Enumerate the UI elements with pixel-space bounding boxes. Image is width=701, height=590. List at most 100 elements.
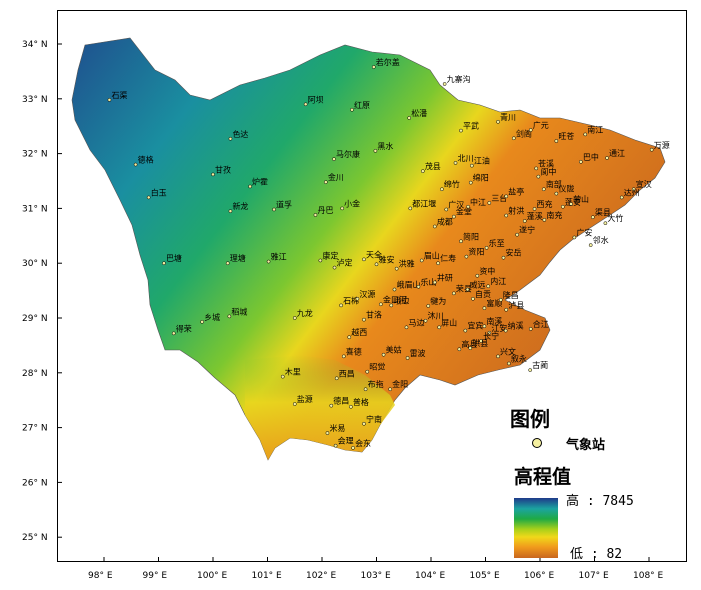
weather-station[interactable]: 纳溪	[503, 321, 524, 333]
weather-station[interactable]: 甘洛	[362, 310, 382, 322]
weather-station[interactable]: 荣县	[452, 283, 472, 296]
weather-station[interactable]: 剑阁	[511, 128, 532, 141]
weather-station[interactable]: 丹巴	[313, 206, 334, 217]
weather-station[interactable]: 叙永	[507, 353, 527, 366]
weather-station[interactable]: 道孚	[272, 199, 292, 212]
weather-station[interactable]: 旺苍	[554, 131, 575, 143]
weather-station[interactable]: 隆昌	[498, 290, 519, 302]
weather-station[interactable]: 仪陇	[554, 184, 575, 196]
weather-station[interactable]: 喜德	[341, 346, 362, 359]
weather-station[interactable]: 松潘	[407, 108, 428, 120]
weather-station[interactable]: 江安	[487, 323, 508, 335]
weather-station[interactable]: 安岳	[501, 248, 522, 260]
weather-station[interactable]: 中江	[466, 197, 486, 209]
weather-station[interactable]: 犍为	[426, 296, 447, 308]
weather-station[interactable]: 雷波	[405, 348, 426, 360]
weather-station[interactable]: 石渠	[107, 90, 128, 102]
weather-station[interactable]: 金堂	[452, 207, 472, 219]
weather-station[interactable]: 汉源	[355, 290, 376, 301]
weather-station[interactable]: 宣汉	[631, 179, 652, 192]
weather-station[interactable]: 盐亭	[504, 186, 525, 199]
weather-station[interactable]: 广汉	[444, 199, 465, 212]
weather-station[interactable]: 色达	[228, 129, 249, 141]
weather-station[interactable]: 雅安	[374, 254, 395, 267]
weather-station[interactable]: 宜宾	[463, 321, 484, 333]
weather-station[interactable]: 高县	[457, 339, 478, 352]
weather-station[interactable]: 眉山	[419, 250, 440, 263]
weather-station[interactable]: 金川	[323, 172, 344, 184]
weather-station[interactable]: 会理	[333, 436, 354, 448]
weather-station[interactable]: 美姑	[381, 345, 402, 357]
weather-station[interactable]: 南部	[541, 179, 562, 192]
weather-station[interactable]: 德格	[133, 155, 154, 167]
weather-station[interactable]: 乐山	[416, 277, 437, 289]
weather-station[interactable]: 金阳	[388, 379, 409, 392]
weather-station[interactable]: 新龙	[228, 201, 249, 213]
weather-station[interactable]: 内江	[486, 276, 507, 289]
weather-station[interactable]: 通江	[605, 148, 625, 160]
weather-station[interactable]: 金口河	[379, 294, 407, 307]
weather-station[interactable]: 普格	[349, 397, 369, 409]
weather-station[interactable]: 石棉	[339, 295, 359, 308]
weather-station[interactable]: 炉霍	[248, 176, 268, 189]
weather-station[interactable]: 泸县	[504, 300, 525, 312]
weather-station[interactable]: 峨边	[389, 295, 410, 308]
weather-station[interactable]: 合江	[528, 319, 549, 331]
weather-station[interactable]: 茂县	[420, 161, 441, 173]
weather-station[interactable]: 江油	[470, 156, 490, 168]
weather-station[interactable]: 得荣	[171, 323, 192, 336]
weather-station[interactable]: 红原	[350, 100, 370, 112]
weather-station[interactable]: 雅江	[266, 252, 287, 264]
weather-station[interactable]: 邻水	[588, 235, 609, 247]
weather-station[interactable]: 洪雅	[394, 259, 415, 271]
weather-station[interactable]: 会东	[351, 438, 371, 450]
weather-station[interactable]: 成都	[432, 216, 453, 229]
weather-station[interactable]: 大竹	[603, 213, 624, 226]
weather-station[interactable]: 营山	[569, 194, 589, 206]
weather-station[interactable]: 万源	[649, 141, 670, 152]
weather-station[interactable]: 苍溪	[534, 158, 555, 171]
weather-station[interactable]: 西昌	[334, 369, 355, 381]
weather-station[interactable]: 天全	[362, 249, 382, 262]
weather-station[interactable]: 仁寿	[436, 253, 456, 266]
weather-station[interactable]: 西充	[532, 199, 553, 211]
weather-station[interactable]: 北川	[453, 154, 474, 165]
weather-station[interactable]: 资阳	[464, 247, 485, 259]
weather-station[interactable]: 兴文	[496, 346, 516, 359]
weather-station[interactable]: 南江	[583, 124, 604, 137]
weather-station[interactable]: 甘孜	[211, 164, 231, 177]
weather-station[interactable]: 广元	[528, 120, 549, 132]
weather-station[interactable]: 长宁	[479, 331, 500, 343]
weather-station[interactable]: 广安	[572, 227, 593, 240]
weather-station[interactable]: 蓬溪	[522, 211, 543, 223]
weather-station[interactable]: 三台	[487, 193, 508, 205]
weather-station[interactable]: 蓬安	[561, 197, 581, 209]
weather-station[interactable]: 宁南	[362, 414, 382, 426]
weather-station[interactable]: 泸定	[332, 258, 353, 270]
weather-station[interactable]: 马尔康	[332, 149, 360, 161]
weather-station[interactable]: 越西	[347, 327, 368, 340]
weather-station[interactable]: 绵竹	[440, 179, 460, 192]
weather-station[interactable]: 德昌	[329, 396, 350, 408]
weather-station[interactable]: 稻城	[227, 306, 248, 319]
weather-station[interactable]: 乡城	[200, 313, 221, 324]
weather-station[interactable]: 南充	[542, 210, 563, 222]
weather-station[interactable]: 乐至	[484, 238, 505, 250]
weather-station[interactable]: 珙县	[468, 338, 489, 350]
weather-station[interactable]: 都江堰	[408, 198, 437, 211]
weather-station[interactable]: 井研	[432, 272, 453, 285]
weather-station[interactable]: 平武	[459, 121, 479, 133]
weather-station[interactable]: 布拖	[363, 379, 384, 392]
weather-station[interactable]: 阿坝	[303, 95, 324, 107]
weather-station[interactable]: 米易	[325, 423, 346, 435]
weather-station[interactable]: 富顺	[482, 298, 503, 310]
weather-station[interactable]: 青川	[496, 112, 516, 124]
weather-station[interactable]: 巴塘	[162, 253, 182, 266]
weather-station[interactable]: 渠县	[591, 207, 611, 220]
weather-station[interactable]: 峨眉山	[392, 280, 421, 292]
weather-station[interactable]: 遂宁	[515, 225, 536, 237]
weather-station[interactable]: 康定	[318, 250, 339, 263]
weather-station[interactable]: 达州	[619, 187, 640, 200]
weather-station[interactable]: 九龙	[292, 308, 313, 320]
weather-station[interactable]: 阆中	[536, 167, 557, 179]
